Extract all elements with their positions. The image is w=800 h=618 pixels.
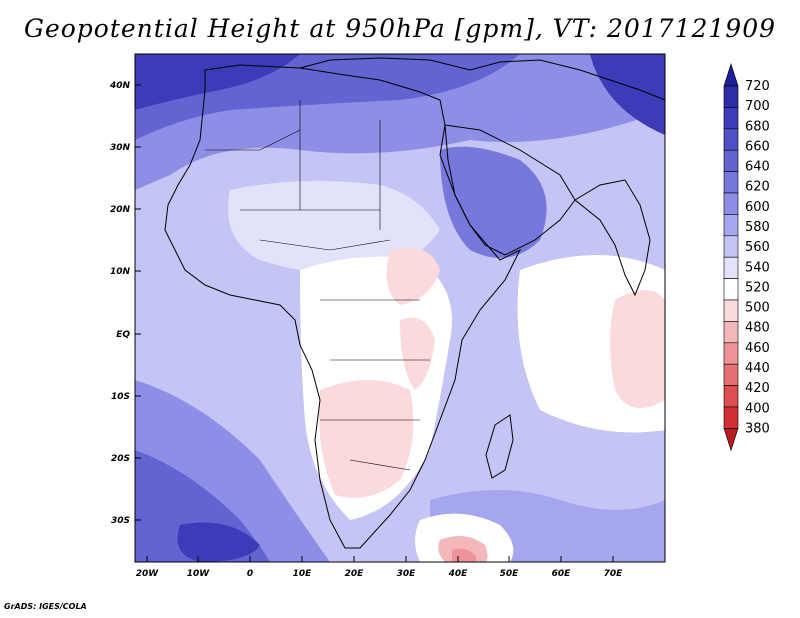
colorbar-label: 520	[745, 280, 770, 295]
colorbar-segment	[723, 278, 739, 301]
lat-label: 20S	[111, 454, 130, 464]
colorbar-segment	[723, 214, 739, 237]
colorbar-label: 680	[745, 119, 770, 134]
field-asia-680	[590, 54, 665, 135]
colorbar-segment	[723, 171, 739, 194]
colorbar-segment	[723, 235, 739, 258]
lon-label: 70E	[604, 569, 624, 579]
colorbar-label: 440	[745, 361, 770, 376]
field-indian-520	[610, 290, 665, 408]
height-field	[135, 54, 665, 562]
lon-axis: 20W 10W 0 10E 20E 30E 40E 50E 60E 70E	[136, 556, 623, 579]
colorbar-segment	[723, 107, 739, 130]
madagascar-coastline	[485, 414, 514, 479]
lon-label: 10W	[187, 569, 211, 579]
field-satl-680	[177, 522, 260, 562]
lon-label: 10E	[293, 569, 313, 579]
lat-label: 10N	[110, 267, 131, 277]
colorbar-label: 420	[745, 381, 770, 396]
colorbar-segment	[723, 406, 739, 429]
lat-label: 20N	[110, 205, 131, 215]
colorbar-label: 720	[745, 79, 770, 94]
colorbar-label: 600	[745, 200, 770, 215]
field-sahara-560	[228, 181, 440, 274]
eurasia-coastline	[299, 57, 665, 101]
map-frame	[134, 53, 666, 563]
india-coastline	[574, 179, 651, 297]
country-borders	[205, 100, 430, 471]
field-arabia-620	[440, 146, 547, 258]
lon-label: 30E	[397, 569, 417, 579]
colorbar-segment	[723, 192, 739, 215]
colorbar-label: 380	[745, 421, 770, 436]
lat-label: 10S	[111, 392, 130, 402]
arabia-coastline	[444, 124, 576, 256]
colorbar-label: 620	[745, 180, 770, 195]
colorbar-label: 580	[745, 220, 770, 235]
colorbar-segment	[723, 363, 739, 386]
colorbar-bottom-arrow	[723, 428, 739, 452]
colorbar-segment	[723, 149, 739, 172]
lon-label: 20E	[345, 569, 365, 579]
lat-axis: 40N 30N 20N 10N EQ 10S 20S 30S	[109, 81, 141, 526]
colorbar-label: 640	[745, 160, 770, 175]
lon-label: 40E	[448, 569, 469, 579]
field-horn-520	[386, 247, 440, 305]
colorbar-label: 700	[745, 99, 770, 114]
colorbar-label: 460	[745, 341, 770, 356]
grads-credit: GrADS: IGES/COLA	[4, 602, 87, 611]
lat-label: 30S	[111, 516, 130, 526]
map-title: Geopotential Height at 950hPa [gpm], VT:…	[23, 14, 777, 43]
lat-label: EQ	[116, 330, 130, 340]
lat-label: 30N	[110, 143, 131, 153]
lon-label: 50E	[500, 569, 520, 579]
colorbar: 720 700 680 660 640 620 600 580 560 540 520 500 480 4…	[723, 63, 770, 452]
colorbar-label: 660	[745, 139, 770, 154]
colorbar-segment	[723, 128, 739, 151]
colorbar-label: 480	[745, 321, 770, 336]
field-north-680	[135, 54, 300, 110]
colorbar-segment	[723, 85, 739, 108]
colorbar-segment	[723, 321, 739, 344]
colorbar-segment	[723, 299, 739, 322]
lon-label: 20W	[136, 569, 160, 579]
lat-label: 40N	[109, 81, 131, 91]
colorbar-label: 540	[745, 260, 770, 275]
colorbar-label: 500	[745, 301, 770, 316]
field-rift-520	[400, 317, 435, 390]
field-south-520	[319, 380, 414, 498]
colorbar-top-arrow	[723, 63, 739, 87]
colorbar-label: 560	[745, 240, 770, 255]
lon-label: 0	[247, 569, 253, 579]
colorbar-segment	[723, 256, 739, 279]
colorbar-label: 400	[745, 401, 770, 416]
africa-coastline	[164, 64, 522, 549]
colorbar-segment	[723, 385, 739, 408]
lon-label: 60E	[552, 569, 572, 579]
colorbar-segment	[723, 342, 739, 365]
